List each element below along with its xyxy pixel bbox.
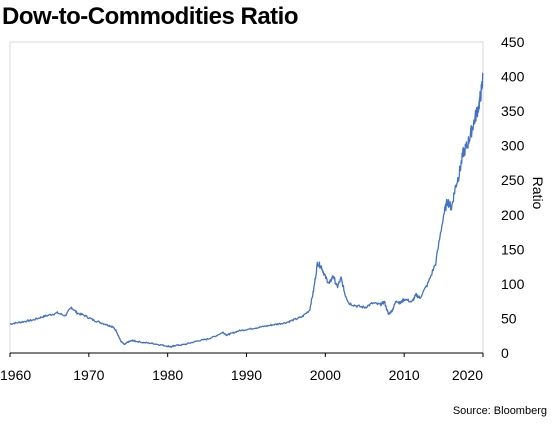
y-tick-label: 100 (501, 276, 525, 292)
x-tick-label: 1980 (152, 367, 183, 383)
y-tick-label: 200 (501, 207, 525, 223)
plot-frame (9, 41, 484, 354)
y-axis-label: Ratio (530, 177, 546, 210)
y-tick-label: 0 (501, 345, 509, 361)
x-tick-label: 2010 (389, 367, 420, 383)
y-tick-label: 300 (501, 138, 525, 154)
y-tick-label: 150 (501, 241, 525, 257)
y-tick-label: 400 (501, 69, 525, 85)
x-tick-label: 1990 (231, 367, 262, 383)
chart-title: Dow-to-Commodities Ratio (2, 3, 298, 30)
series-line (9, 72, 484, 348)
y-tick-label: 50 (501, 310, 517, 326)
x-tick-label: 1970 (73, 367, 104, 383)
x-tick-label: 2000 (310, 367, 341, 383)
y-tick-label: 450 (501, 34, 525, 50)
y-tick-label: 250 (501, 172, 525, 188)
x-tick-labels: 1960 1970 1980 1990 2000 2010 2020 (0, 353, 484, 383)
x-tick-label: 2020 (452, 367, 483, 383)
x-tick-label: 1960 (0, 367, 31, 383)
y-tick-labels: 0 50 100 150 200 250 300 350 400 450 (501, 34, 525, 361)
y-tick-label: 350 (501, 103, 525, 119)
source-note: Source: Bloomberg (452, 405, 547, 417)
